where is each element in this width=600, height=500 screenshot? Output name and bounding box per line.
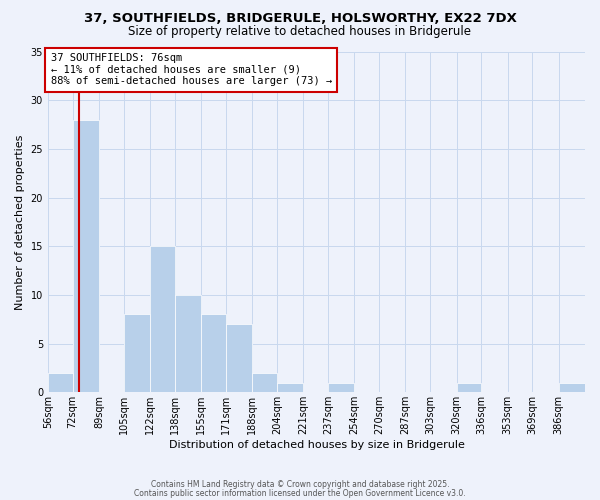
Bar bbox=[328, 382, 355, 392]
Text: Contains HM Land Registry data © Crown copyright and database right 2025.: Contains HM Land Registry data © Crown c… bbox=[151, 480, 449, 489]
Bar bbox=[559, 382, 585, 392]
Bar bbox=[175, 295, 201, 392]
Text: 37 SOUTHFIELDS: 76sqm
← 11% of detached houses are smaller (9)
88% of semi-detac: 37 SOUTHFIELDS: 76sqm ← 11% of detached … bbox=[50, 53, 332, 86]
Text: Size of property relative to detached houses in Bridgerule: Size of property relative to detached ho… bbox=[128, 25, 472, 38]
Bar bbox=[226, 324, 252, 392]
Bar bbox=[150, 246, 175, 392]
X-axis label: Distribution of detached houses by size in Bridgerule: Distribution of detached houses by size … bbox=[169, 440, 464, 450]
Bar bbox=[201, 314, 226, 392]
Bar bbox=[124, 314, 150, 392]
Bar bbox=[252, 373, 277, 392]
Bar bbox=[277, 382, 304, 392]
Bar bbox=[457, 382, 481, 392]
Bar bbox=[48, 373, 73, 392]
Text: Contains public sector information licensed under the Open Government Licence v3: Contains public sector information licen… bbox=[134, 489, 466, 498]
Text: 37, SOUTHFIELDS, BRIDGERULE, HOLSWORTHY, EX22 7DX: 37, SOUTHFIELDS, BRIDGERULE, HOLSWORTHY,… bbox=[83, 12, 517, 26]
Bar bbox=[73, 120, 99, 392]
Y-axis label: Number of detached properties: Number of detached properties bbox=[15, 134, 25, 310]
